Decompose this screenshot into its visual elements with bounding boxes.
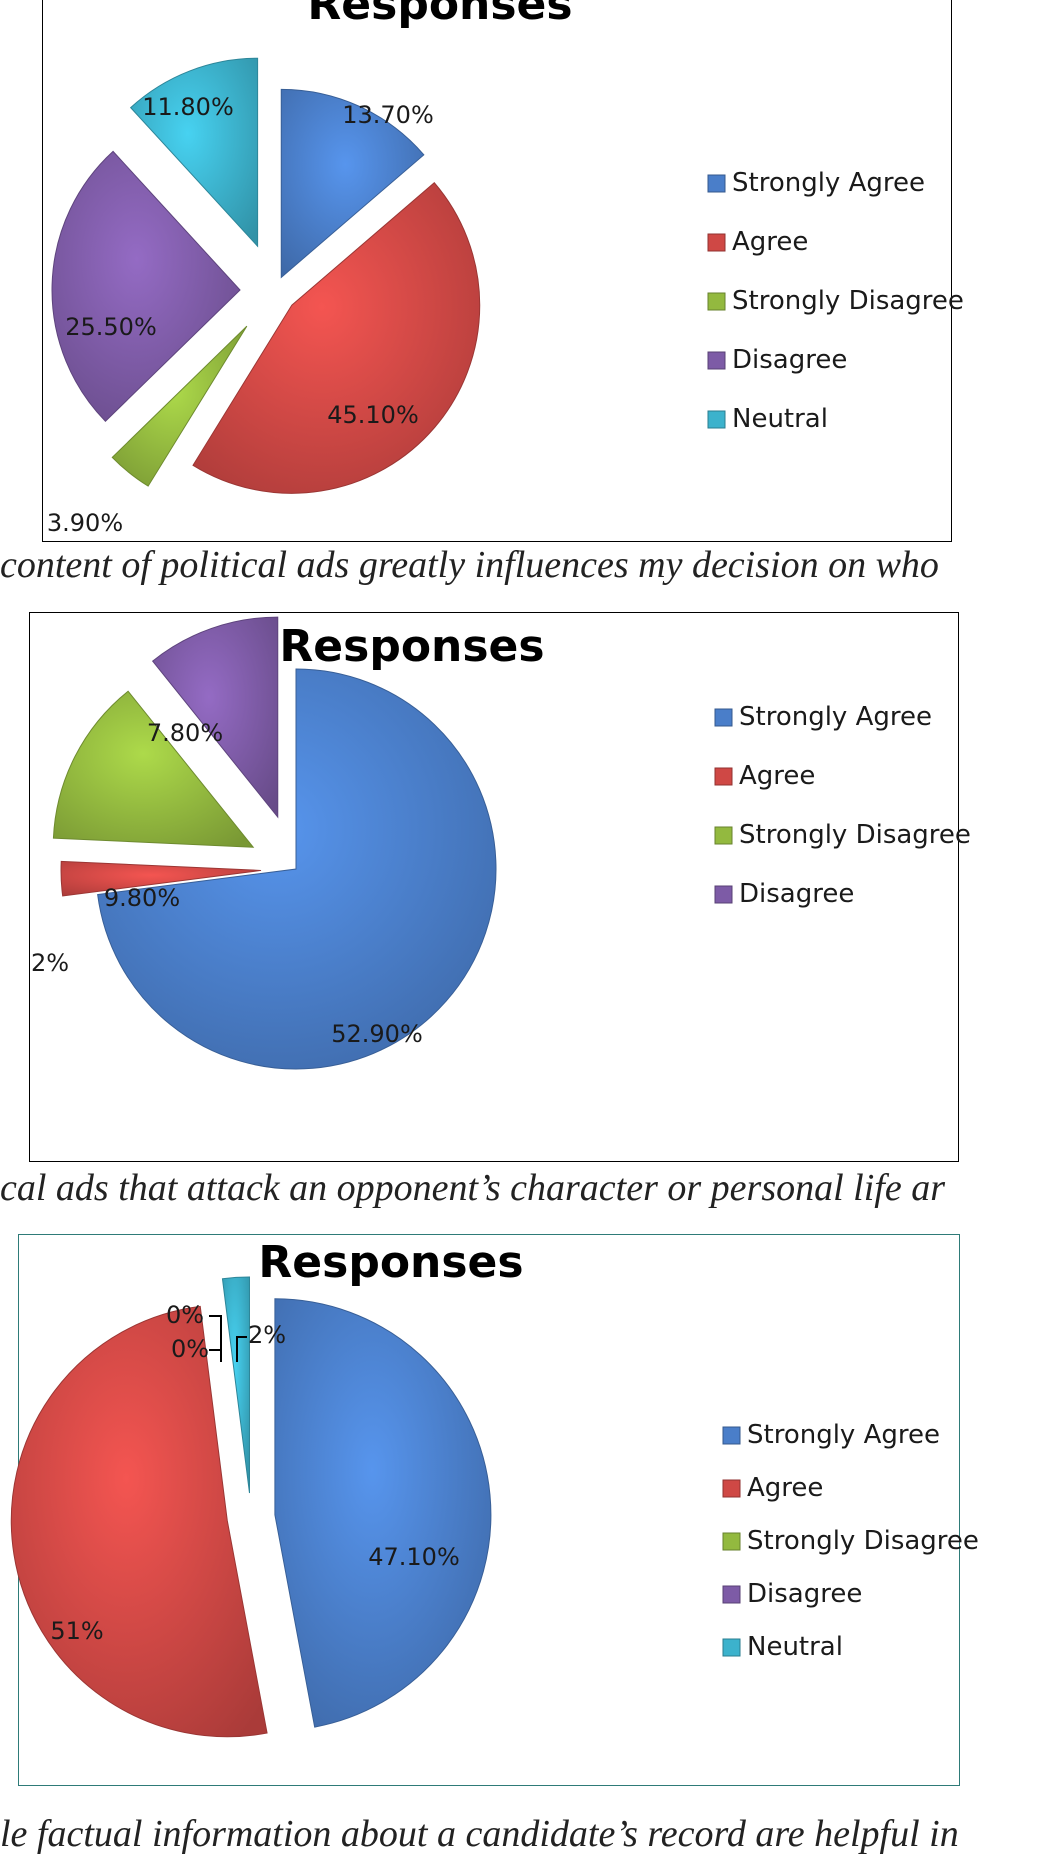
- legend: Strongly Agree Agree Strongly Disagree Disa…: [707, 168, 964, 434]
- pie-slices: [51, 57, 481, 494]
- pie-chart-1-svg: Responses 13.70% 45.10% 3.90% 25.50% 11.…: [47, 0, 964, 537]
- pie-chart-3-svg: Responses 47.10% 51% 0% 0% 2% Strongly A…: [10, 1237, 979, 1738]
- data-label-disagree: 0%: [171, 1335, 209, 1363]
- pie-slice-disagree: [51, 150, 241, 422]
- legend-label-disagree: Disagree: [747, 1579, 862, 1609]
- legend-swatch-strongly-agree: [714, 708, 733, 727]
- legend-item-disagree: Disagree: [707, 345, 847, 375]
- data-label-strongly-disagree: 0%: [166, 1301, 204, 1329]
- legend-swatch-disagree: [707, 351, 726, 370]
- data-label-agree: 2%: [31, 949, 69, 977]
- pie-chart-1: Responses 13.70% 45.10% 3.90% 25.50% 11.…: [42, 0, 964, 542]
- legend-item-agree: Agree: [714, 761, 815, 791]
- legend-swatch-agree: [722, 1479, 741, 1498]
- legend-label-neutral: Neutral: [732, 404, 828, 434]
- legend-swatch-neutral: [707, 410, 726, 429]
- legend-label-agree: Agree: [732, 227, 808, 257]
- pie-slice-neutral: [129, 57, 259, 248]
- caption-3: le factual information about a candidate…: [0, 1813, 959, 1855]
- legend-swatch-disagree: [722, 1585, 741, 1604]
- legend-item-neutral: Neutral: [707, 404, 828, 434]
- legend-item-strongly-disagree: Strongly Disagree: [722, 1526, 979, 1556]
- caption-1: content of political ads greatly influen…: [0, 544, 939, 586]
- caption-2: cal ads that attack an opponent’s charac…: [0, 1167, 945, 1209]
- legend-swatch-strongly-agree: [707, 174, 726, 193]
- pie-slice-agree: [60, 860, 262, 897]
- legend-label-disagree: Disagree: [732, 345, 847, 375]
- legend-label-strongly-disagree: Strongly Disagree: [732, 286, 964, 316]
- legend-item-strongly-agree: Strongly Agree: [707, 168, 925, 198]
- chart-title: Responses: [307, 0, 572, 30]
- legend-item-strongly-disagree: Strongly Disagree: [707, 286, 964, 316]
- data-labels: 52.90% 2% 9.80% 7.80%: [31, 719, 423, 1048]
- pie-slice-strongly-agree: [97, 668, 497, 1070]
- pie-slice-disagree: [151, 616, 279, 819]
- pie-slice-strongly-agree: [280, 88, 425, 279]
- legend-swatch-agree: [714, 767, 733, 786]
- chart-title: Responses: [258, 1237, 523, 1288]
- legend-label-strongly-disagree: Strongly Disagree: [739, 820, 971, 850]
- legend: Strongly Agree Agree Strongly Disagree Disa…: [714, 702, 971, 909]
- legend-label-disagree: Disagree: [739, 879, 854, 909]
- pie-slices: [52, 616, 497, 1070]
- data-label-neutral: 11.80%: [142, 93, 234, 121]
- pie-slice-strongly-agree: [274, 1298, 492, 1728]
- legend-swatch-agree: [707, 233, 726, 252]
- legend-label-neutral: Neutral: [747, 1632, 843, 1662]
- pie-slice-strongly-disagree: [52, 690, 255, 848]
- legend-swatch-disagree: [714, 885, 733, 904]
- legend: Strongly Agree Agree Strongly Disagree Disa…: [722, 1420, 979, 1662]
- pie-chart-2: Responses 52.90% 2% 9.80% 7.80% Strongly…: [29, 612, 971, 1162]
- legend-label-agree: Agree: [739, 761, 815, 791]
- legend-item-disagree: Disagree: [714, 879, 854, 909]
- data-labels: 13.70% 45.10% 3.90% 25.50% 11.80%: [47, 93, 434, 537]
- pie-slice-agree: [10, 1305, 268, 1738]
- leader-line-neutral: [236, 1336, 247, 1362]
- pie-slice-neutral: [221, 1276, 250, 1494]
- legend-label-strongly-agree: Strongly Agree: [739, 702, 932, 732]
- data-label-strongly-agree: 52.90%: [331, 1020, 423, 1048]
- data-label-disagree: 25.50%: [65, 313, 157, 341]
- legend-item-neutral: Neutral: [722, 1632, 843, 1662]
- pie-chart-2-svg: Responses 52.90% 2% 9.80% 7.80% Strongly…: [31, 616, 971, 1070]
- chart-title: Responses: [279, 621, 544, 672]
- data-label-strongly-agree: 47.10%: [368, 1543, 460, 1571]
- data-labels: 47.10% 51% 0% 0% 2%: [50, 1301, 459, 1645]
- legend-item-strongly-disagree: Strongly Disagree: [714, 820, 971, 850]
- data-label-agree: 51%: [50, 1617, 103, 1645]
- legend-item-strongly-agree: Strongly Agree: [714, 702, 932, 732]
- legend-label-strongly-agree: Strongly Agree: [747, 1420, 940, 1450]
- data-label-strongly-disagree: 3.90%: [47, 509, 123, 537]
- pie-chart-3: Responses 47.10% 51% 0% 0% 2% Strongly A…: [10, 1234, 979, 1786]
- leader-line-disagree: [209, 1349, 222, 1362]
- legend-swatch-strongly-disagree: [714, 826, 733, 845]
- legend-label-strongly-disagree: Strongly Disagree: [747, 1526, 979, 1556]
- pie-slice-agree: [192, 182, 481, 494]
- data-label-disagree: 7.80%: [147, 719, 223, 747]
- data-label-neutral: 2%: [248, 1321, 286, 1349]
- legend-swatch-strongly-agree: [722, 1426, 741, 1445]
- legend-item-strongly-agree: Strongly Agree: [722, 1420, 940, 1450]
- pie-slices: [10, 1276, 492, 1738]
- data-label-agree: 45.10%: [327, 401, 419, 429]
- legend-item-disagree: Disagree: [722, 1579, 862, 1609]
- legend-swatch-strongly-disagree: [722, 1532, 741, 1551]
- legend-item-agree: Agree: [722, 1473, 823, 1503]
- legend-item-agree: Agree: [707, 227, 808, 257]
- data-label-strongly-disagree: 9.80%: [104, 884, 180, 912]
- leader-lines: [209, 1315, 247, 1362]
- legend-label-agree: Agree: [747, 1473, 823, 1503]
- legend-swatch-neutral: [722, 1638, 741, 1657]
- pie-slice-strongly-disagree: [111, 325, 248, 487]
- data-label-strongly-agree: 13.70%: [342, 101, 434, 129]
- legend-swatch-strongly-disagree: [707, 292, 726, 311]
- leader-line-strongly-disagree: [209, 1315, 222, 1362]
- legend-label-strongly-agree: Strongly Agree: [732, 168, 925, 198]
